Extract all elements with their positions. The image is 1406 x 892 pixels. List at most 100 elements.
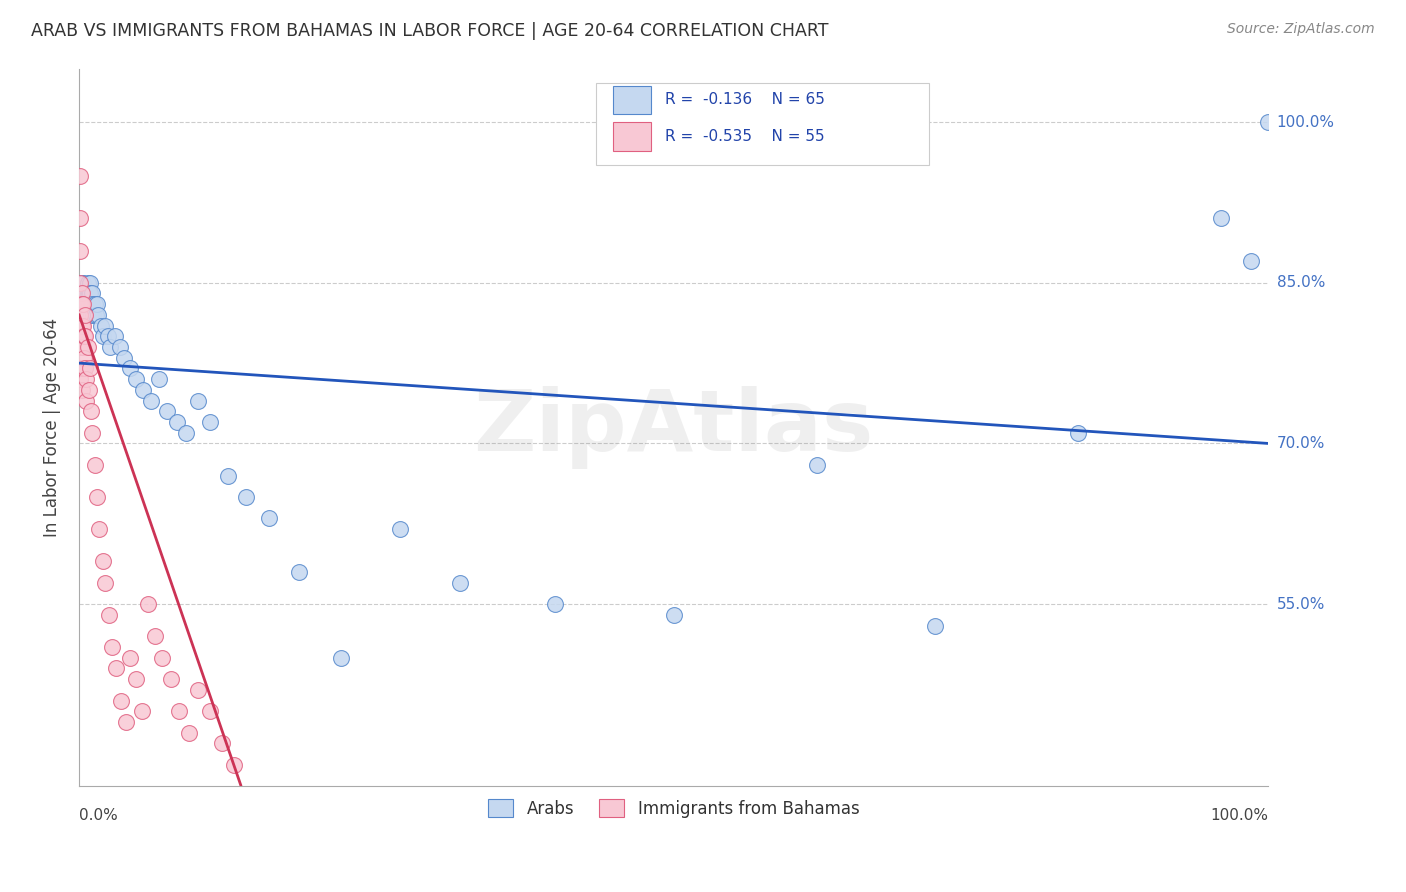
- Point: [69, 276, 91, 290]
- Point: [70, 318, 93, 333]
- Point: [329, 650, 352, 665]
- Point: [159, 672, 181, 686]
- Point: [148, 372, 170, 386]
- Point: [75, 393, 97, 408]
- Point: [73, 351, 96, 365]
- Point: [75, 286, 97, 301]
- Point: [143, 629, 166, 643]
- Point: [69, 340, 91, 354]
- Point: [120, 361, 142, 376]
- Text: 100.0%: 100.0%: [1211, 808, 1268, 823]
- Point: [72, 361, 94, 376]
- Point: [91, 329, 114, 343]
- Point: [1239, 254, 1261, 268]
- Point: [70, 286, 93, 301]
- Point: [72, 286, 94, 301]
- Point: [104, 329, 127, 343]
- Point: [112, 351, 135, 365]
- Point: [80, 297, 103, 311]
- Point: [156, 404, 179, 418]
- Point: [211, 736, 233, 750]
- Point: [108, 340, 131, 354]
- Point: [75, 308, 97, 322]
- Point: [82, 308, 104, 322]
- Point: [70, 286, 93, 301]
- Text: 0.0%: 0.0%: [79, 808, 118, 823]
- Point: [97, 607, 120, 622]
- Point: [75, 329, 97, 343]
- Point: [77, 286, 100, 301]
- Point: [89, 522, 111, 536]
- Point: [83, 297, 105, 311]
- Point: [139, 393, 162, 408]
- Text: R =  -0.136    N = 65: R = -0.136 N = 65: [665, 93, 825, 107]
- Point: [449, 575, 471, 590]
- Point: [288, 565, 311, 579]
- Point: [87, 308, 110, 322]
- Point: [924, 618, 946, 632]
- Point: [79, 361, 101, 376]
- Point: [82, 425, 104, 440]
- Point: [75, 361, 97, 376]
- Point: [79, 276, 101, 290]
- Point: [389, 522, 412, 536]
- Text: Source: ZipAtlas.com: Source: ZipAtlas.com: [1227, 22, 1375, 37]
- Point: [131, 704, 153, 718]
- Point: [90, 318, 112, 333]
- Point: [222, 757, 245, 772]
- Point: [1067, 425, 1090, 440]
- Text: 55.0%: 55.0%: [1277, 597, 1324, 612]
- Point: [73, 308, 96, 322]
- Point: [1209, 211, 1232, 226]
- Bar: [613, 86, 651, 114]
- Point: [76, 297, 98, 311]
- Point: [69, 297, 91, 311]
- Point: [69, 297, 91, 311]
- Point: [70, 340, 93, 354]
- Point: [75, 297, 97, 311]
- Point: [136, 597, 159, 611]
- Point: [132, 383, 155, 397]
- Point: [86, 490, 108, 504]
- Point: [662, 607, 685, 622]
- Point: [198, 415, 221, 429]
- Point: [69, 308, 91, 322]
- Point: [544, 597, 567, 611]
- Point: [75, 286, 97, 301]
- Point: [187, 682, 209, 697]
- Legend: Arabs, Immigrants from Bahamas: Arabs, Immigrants from Bahamas: [482, 793, 866, 824]
- Point: [73, 329, 96, 343]
- Point: [806, 458, 828, 472]
- FancyBboxPatch shape: [596, 83, 929, 165]
- Point: [69, 286, 91, 301]
- Point: [75, 372, 97, 386]
- Point: [72, 297, 94, 311]
- Point: [187, 393, 209, 408]
- Point: [94, 575, 117, 590]
- Point: [94, 318, 117, 333]
- Point: [167, 704, 190, 718]
- Point: [76, 286, 98, 301]
- Point: [91, 554, 114, 568]
- Point: [84, 308, 107, 322]
- Point: [166, 415, 188, 429]
- Text: 85.0%: 85.0%: [1277, 276, 1324, 290]
- Point: [76, 340, 98, 354]
- Point: [77, 297, 100, 311]
- Point: [70, 297, 93, 311]
- Point: [72, 318, 94, 333]
- Point: [198, 704, 221, 718]
- Point: [259, 511, 281, 525]
- Point: [125, 372, 148, 386]
- Point: [97, 329, 120, 343]
- Point: [98, 340, 121, 354]
- Point: [75, 308, 97, 322]
- Point: [152, 650, 174, 665]
- Point: [235, 490, 257, 504]
- Text: R =  -0.535    N = 55: R = -0.535 N = 55: [665, 128, 825, 144]
- Point: [86, 297, 108, 311]
- Point: [177, 725, 200, 739]
- Point: [114, 714, 136, 729]
- Point: [72, 340, 94, 354]
- Text: 100.0%: 100.0%: [1277, 114, 1334, 129]
